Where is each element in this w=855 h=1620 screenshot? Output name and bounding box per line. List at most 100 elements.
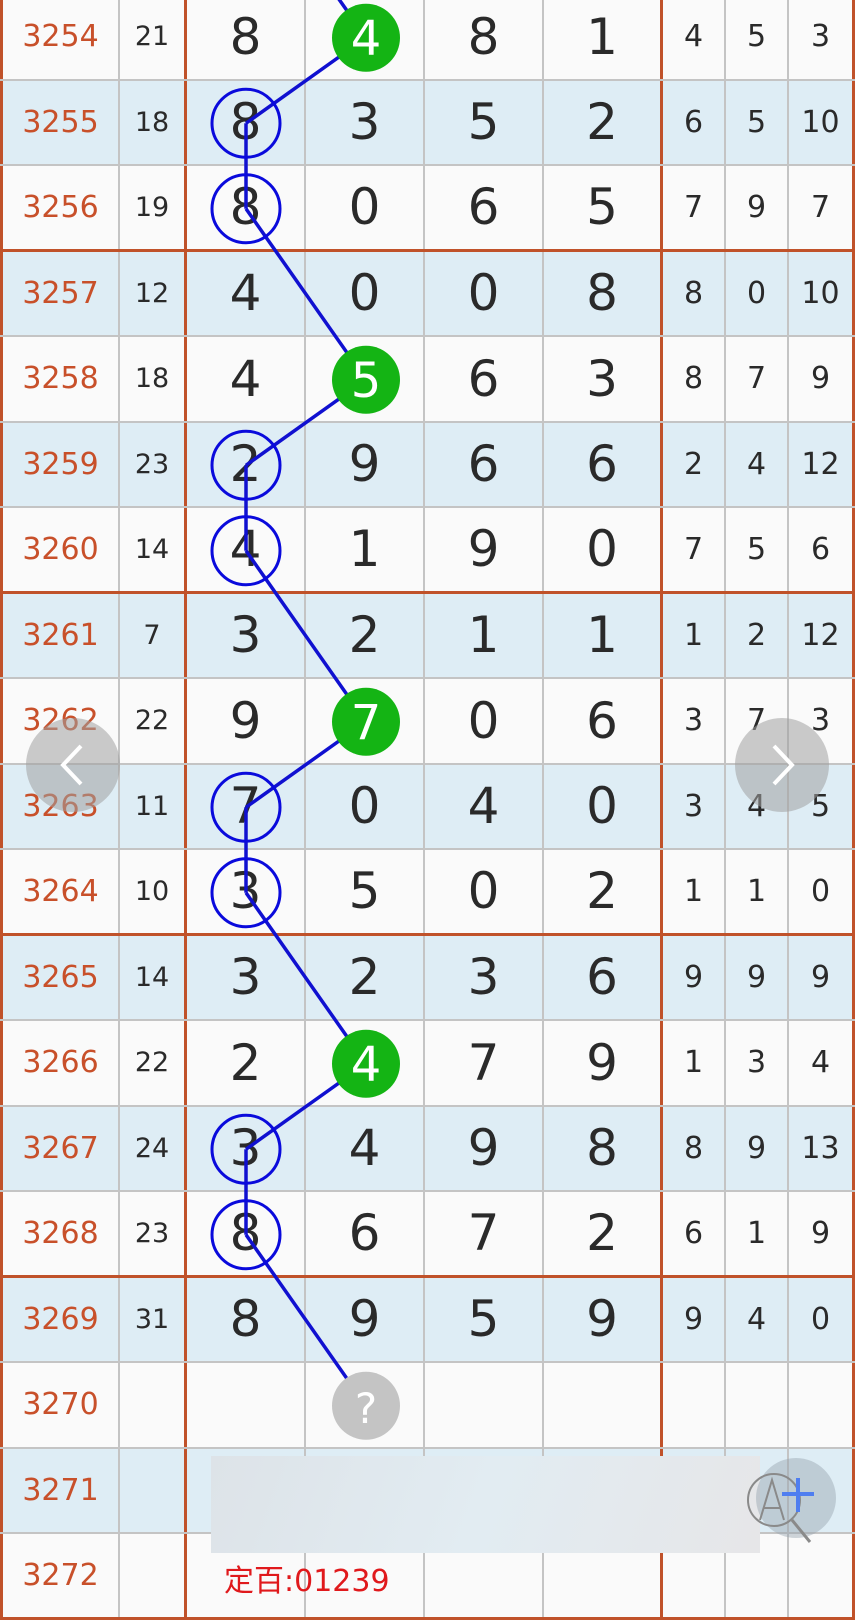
digit-cell: 1 (544, 593, 663, 677)
digit-cell: 3 (544, 337, 663, 421)
stat-cell (663, 1534, 726, 1617)
zoom-text-icon (747, 1458, 836, 1543)
digit-cell: 0 (544, 508, 663, 591)
period-cell: 3260 (0, 508, 120, 591)
digit-cell: 8 (425, 0, 544, 79)
digit-cell: 3 (306, 80, 425, 164)
table-row: 3261 7 3 2 1 1 1 2 12 (0, 593, 855, 679)
digit-cell: 8 (187, 1277, 306, 1361)
stat-cell: 10 (789, 251, 855, 335)
stat-cell: 1 (663, 593, 726, 677)
period-cell: 3255 (0, 80, 120, 164)
digit-cell: 5 (425, 1277, 544, 1361)
digit-cell: ? (306, 1363, 425, 1447)
digit-cell: 8 (544, 1106, 663, 1190)
table-row: 3270? (0, 1363, 855, 1449)
stat-cell: 9 (789, 337, 855, 421)
sum-cell: 10 (120, 850, 187, 933)
digit-cell: 7 (425, 1021, 544, 1105)
digit-cell: 7 (425, 1192, 544, 1275)
stat-cell: 7 (663, 508, 726, 591)
prev-page-button[interactable] (26, 718, 120, 812)
period-cell: 3261 (0, 593, 120, 677)
digit-cell: 6 (425, 422, 544, 506)
table-row: 3266222479134 (0, 1021, 855, 1107)
stat-cell: 1 (663, 850, 726, 933)
digit-cell: 9 (544, 1277, 663, 1361)
stat-cell: 3 (789, 0, 855, 79)
digit-cell: 2 (187, 1021, 306, 1105)
period-cell: 3272 (0, 1534, 120, 1617)
digit-cell: 0 (544, 764, 663, 848)
sum-cell: 19 (120, 166, 187, 249)
digit-cell: 6 (425, 166, 544, 249)
stat-cell: 5 (726, 0, 789, 79)
stat-cell: 12 (789, 422, 855, 506)
stat-cell: 8 (663, 337, 726, 421)
sum-cell (120, 1448, 187, 1532)
sum-cell: 14 (120, 508, 187, 591)
period-cell: 3257 (0, 251, 120, 335)
stat-cell: 0 (789, 850, 855, 933)
period-cell: 3256 (0, 166, 120, 249)
digit-cell: 3 (187, 850, 306, 933)
table-row: 3267 24 3 4 9 8 8 9 13 (0, 1106, 855, 1192)
stat-cell: 6 (789, 508, 855, 591)
stat-cell: 1 (663, 1021, 726, 1105)
sum-cell (120, 1363, 187, 1447)
zoom-text-button[interactable] (744, 1450, 836, 1550)
next-page-button[interactable] (735, 718, 829, 812)
stat-cell: 10 (789, 80, 855, 164)
stat-cell: 12 (789, 593, 855, 677)
stat-cell (789, 1534, 855, 1617)
digit-cell: 9 (544, 1021, 663, 1105)
sum-cell: 24 (120, 1106, 187, 1190)
stat-cell: 3 (726, 1021, 789, 1105)
digit-cell: 2 (306, 935, 425, 1019)
stat-cell (789, 1448, 855, 1532)
stat-cell (663, 1363, 726, 1447)
period-cell: 3264 (0, 850, 120, 933)
stat-cell: 3 (789, 679, 855, 763)
stat-cell: 6 (663, 1192, 726, 1275)
sum-cell: 21 (120, 0, 187, 79)
digit-cell: 8 (187, 0, 306, 79)
digit-cell: 6 (544, 422, 663, 506)
table-row: 3265 14 3 2 3 6 9 9 9 (0, 935, 855, 1021)
stat-cell: 7 (726, 337, 789, 421)
stat-cell: 4 (663, 0, 726, 79)
stat-cell: 2 (726, 593, 789, 677)
digit-cell: 0 (306, 251, 425, 335)
table-row: 3254218481453 (0, 0, 855, 81)
stat-cell: 3 (663, 764, 726, 848)
digit-cell: 8 (187, 1192, 306, 1275)
digit-cell (187, 1363, 306, 1447)
digit-cell: 8 (544, 251, 663, 335)
table-row: 3268 23 8 6 7 2 6 1 9 (0, 1192, 855, 1278)
stat-cell: 9 (663, 1277, 726, 1361)
digit-cell: 3 (187, 1106, 306, 1190)
digit-cell: 5 (306, 337, 425, 421)
digit-cell: 2 (544, 850, 663, 933)
stat-cell: 0 (726, 251, 789, 335)
digit-cell: 7 (306, 679, 425, 763)
period-cell: 3266 (0, 1021, 120, 1105)
period-cell: 3270 (0, 1363, 120, 1447)
digit-cell: 0 (425, 850, 544, 933)
digit-cell: 3 (425, 935, 544, 1019)
digit-cell: 4 (187, 337, 306, 421)
digit-cell: 5 (306, 850, 425, 933)
table-row: 3262229706373 (0, 679, 855, 765)
stat-cell: 5 (726, 508, 789, 591)
prediction-note: 定百:01239 (224, 1564, 390, 1599)
ad-placeholder[interactable] (211, 1456, 760, 1553)
digit-cell: 5 (425, 80, 544, 164)
sum-cell: 7 (120, 593, 187, 677)
stat-cell: 9 (663, 935, 726, 1019)
period-cell: 3259 (0, 422, 120, 506)
stat-cell: 9 (726, 1106, 789, 1190)
digit-cell: 4 (306, 0, 425, 79)
stat-cell: 7 (789, 166, 855, 249)
digit-cell: 6 (544, 679, 663, 763)
period-cell: 3258 (0, 337, 120, 421)
